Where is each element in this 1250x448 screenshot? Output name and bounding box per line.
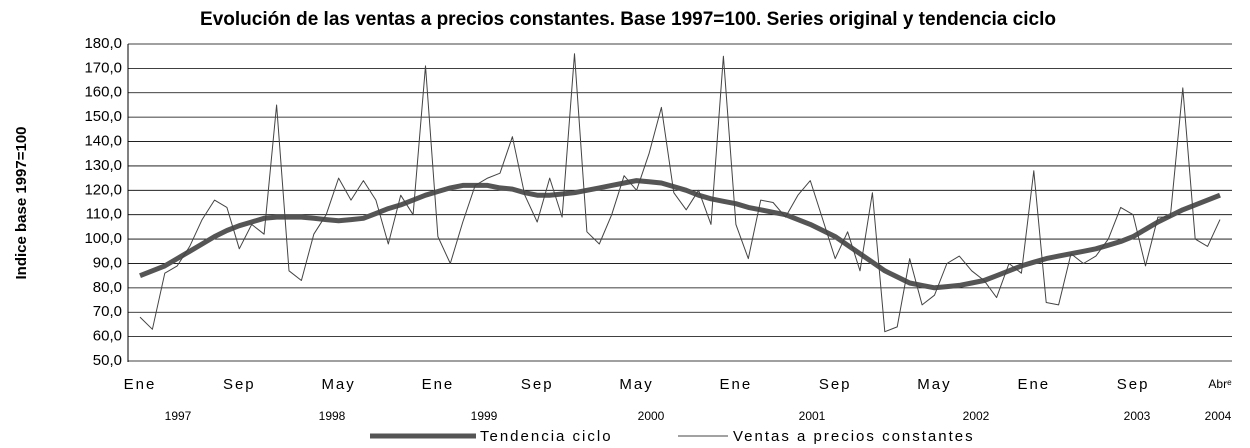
y-tick-label: 150,0 [84,108,122,125]
year-label: 2000 [638,409,665,423]
x-tick-label: Abrᵉ [1208,377,1232,391]
x-tick-label: Sep [1117,376,1150,393]
y-tick-label: 130,0 [84,157,122,174]
y-tick-label: 180,0 [84,35,122,52]
x-tick-label: Sep [223,376,256,393]
y-tick-label: 50,0 [93,352,122,369]
x-tick-label: May [321,376,355,393]
year-label: 1998 [319,409,346,423]
year-label: 1997 [165,409,192,423]
legend-label: Ventas a precios constantes [733,428,975,445]
y-tick-label: 100,0 [84,230,122,247]
x-tick-label: Ene [1017,376,1050,393]
y-tick-label: 160,0 [84,84,122,101]
y-tick-label: 70,0 [93,303,122,320]
y-tick-label: 120,0 [84,181,122,198]
y-tick-label: 90,0 [93,254,122,271]
x-tick-label: May [619,376,653,393]
y-axis-label: Indice base 1997=100 [13,126,30,279]
x-tick-label: Ene [720,376,753,393]
year-label: 2001 [799,409,826,423]
year-label: 2003 [1124,409,1151,423]
y-tick-label: 140,0 [84,133,122,150]
y-tick-label: 170,0 [84,59,122,76]
year-label: 2004 [1205,409,1232,423]
series-line [139,53,1221,333]
year-label: 1999 [471,409,498,423]
y-tick-label: 80,0 [93,279,122,296]
x-tick-label: Ene [124,376,157,393]
x-tick-label: Sep [521,376,554,393]
y-tick-label: 110,0 [86,206,122,223]
x-tick-label: Ene [422,376,455,393]
legend-label: Tendencia ciclo [480,428,613,445]
x-tick-label: May [917,376,951,393]
y-tick-label: 60,0 [93,328,122,345]
chart-title: Evolución de las ventas a precios consta… [200,9,1056,30]
x-tick-label: Sep [819,376,852,393]
series-line [139,178,1221,291]
year-label: 2002 [963,409,990,423]
